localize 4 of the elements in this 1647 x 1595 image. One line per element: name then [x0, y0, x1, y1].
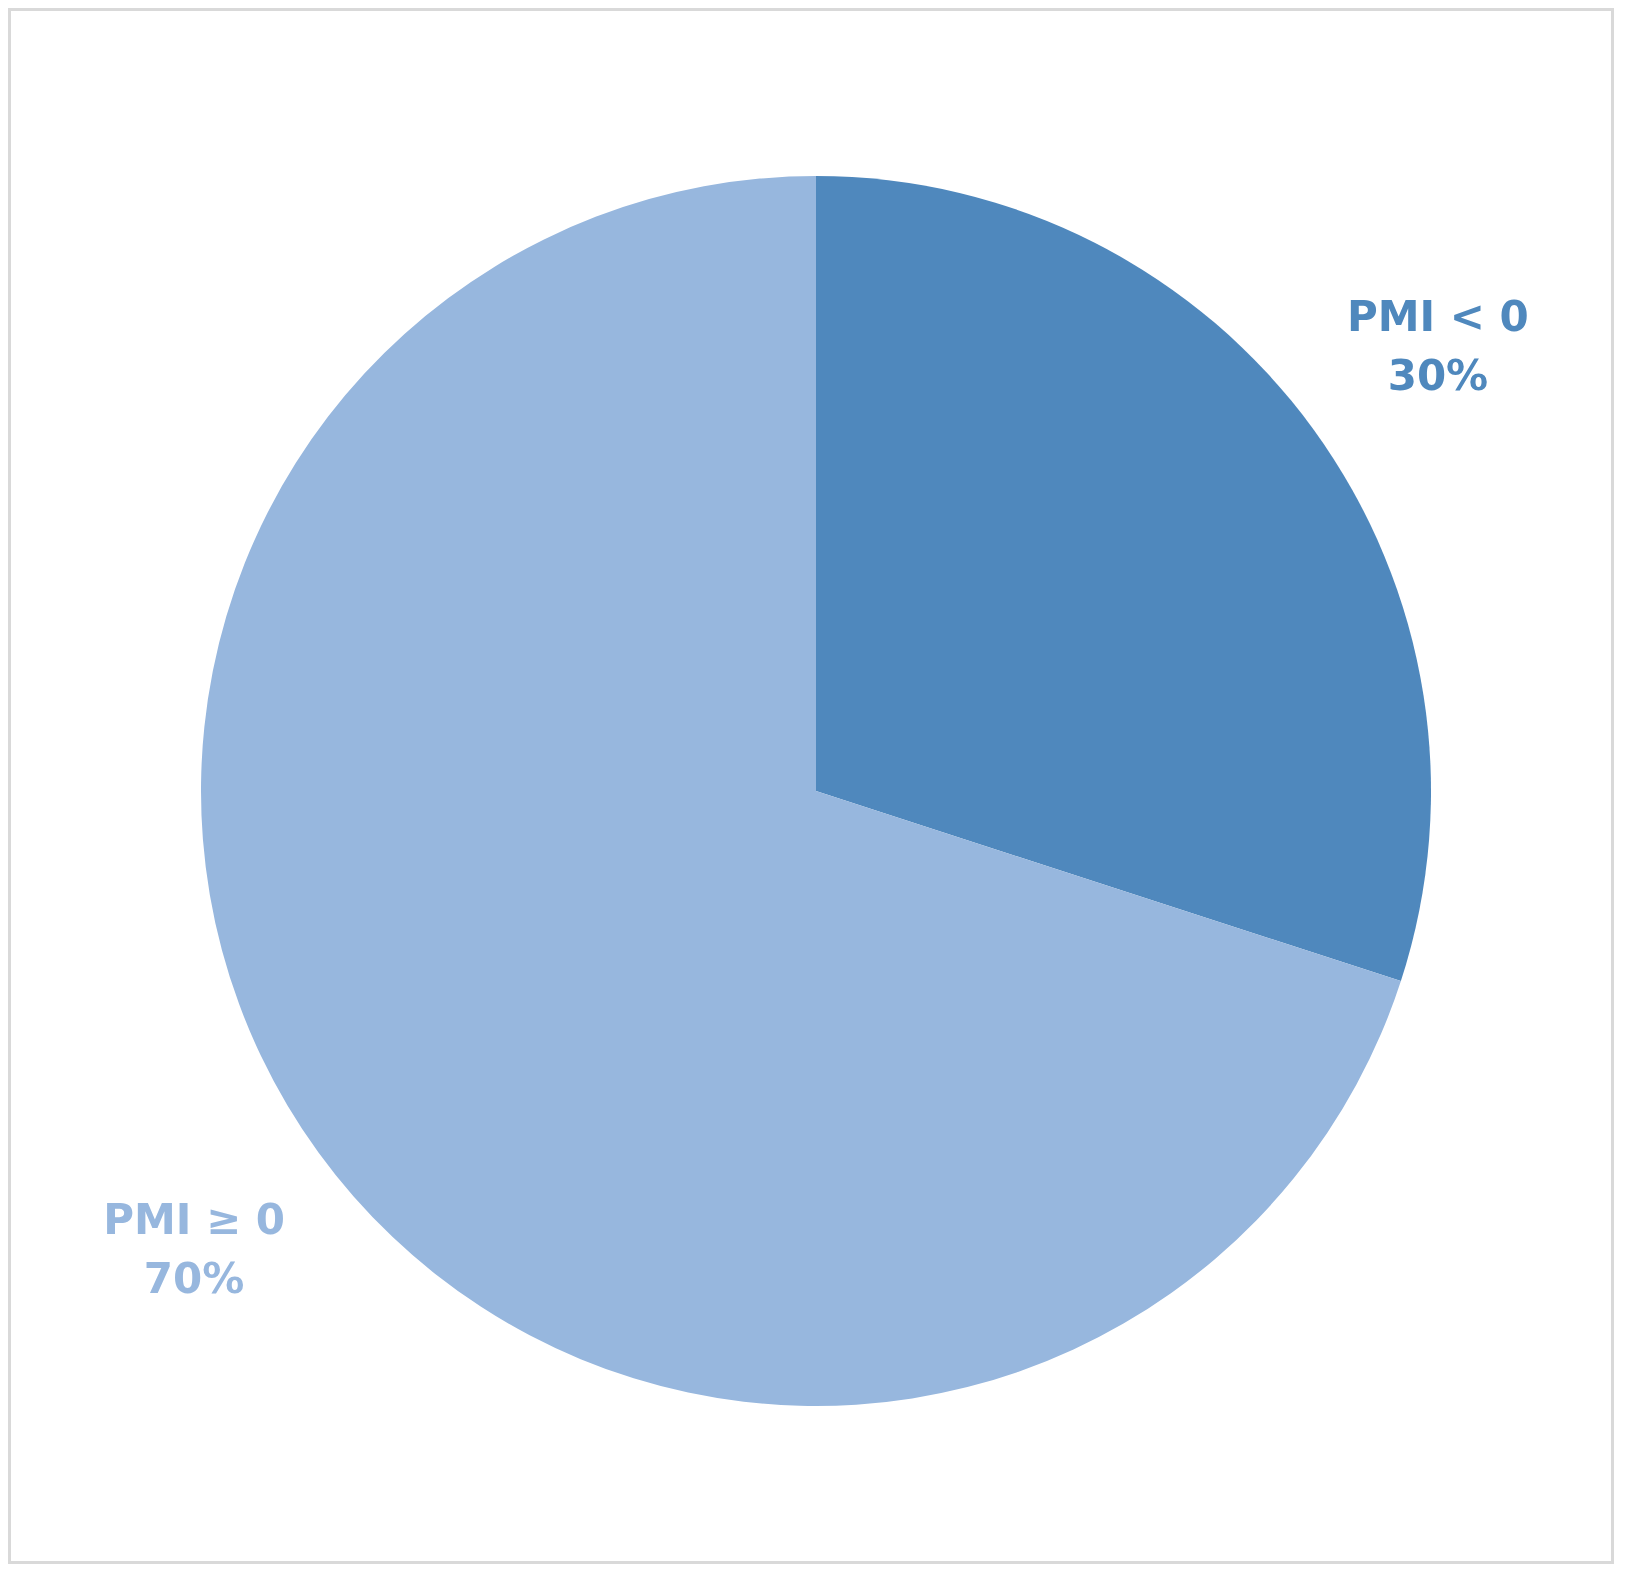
slice-label: PMI < 0	[1346, 291, 1529, 341]
data-label: 70%	[143, 1254, 245, 1304]
data-label: 30%	[1387, 350, 1489, 400]
slice-label: PMI ≥ 0	[103, 1195, 286, 1245]
